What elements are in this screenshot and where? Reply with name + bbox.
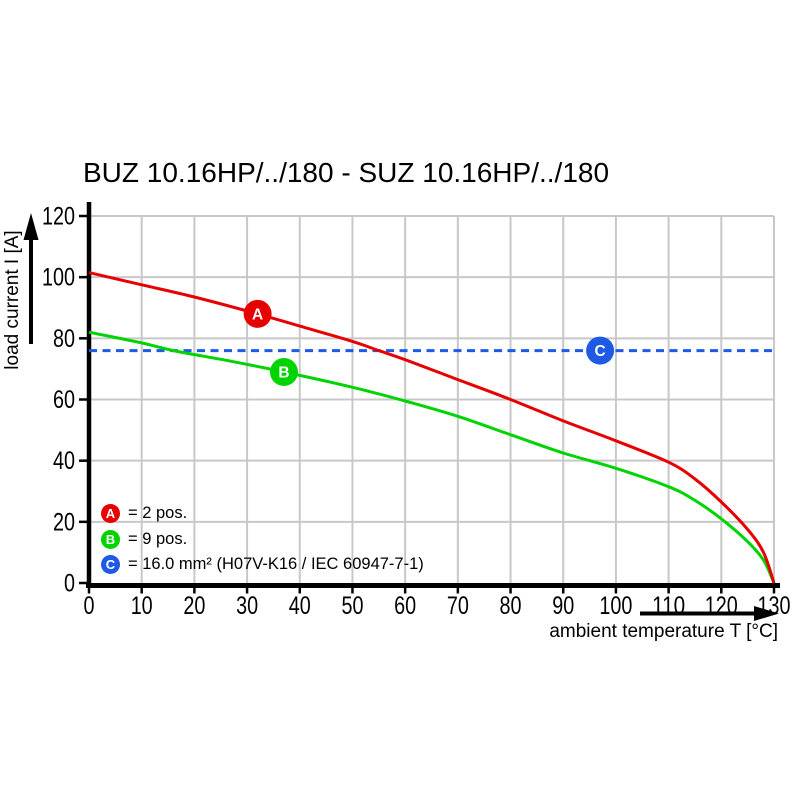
legend-item-b: B = 9 pos. <box>101 529 187 549</box>
chart-title: BUZ 10.16HP/../180 - SUZ 10.16HP/../180 <box>83 157 610 188</box>
y-tick-label: 120 <box>42 203 75 231</box>
curve-marker-letter-c: C <box>595 343 606 360</box>
x-axis-arrow-icon <box>754 606 779 621</box>
series-curve-b <box>88 330 776 584</box>
x-tick-label: 60 <box>394 592 416 620</box>
x-tick-label: 70 <box>447 592 469 620</box>
series-curve-a <box>88 271 776 584</box>
y-tick-label: 100 <box>42 264 75 292</box>
y-tick-label: 60 <box>53 386 75 414</box>
x-tick-label: 40 <box>289 592 311 620</box>
legend-marker-c-icon: C <box>101 554 120 574</box>
y-tick-label: 20 <box>53 508 75 536</box>
legend-item-c: C = 16.0 mm² (H07V-K16 / IEC 60947-7-1) <box>101 554 424 574</box>
curve-marker-letter-b: B <box>278 364 289 381</box>
y-axis-arrow-icon <box>23 213 39 240</box>
x-tick-label: 90 <box>552 592 574 620</box>
curve-marker-a <box>243 299 272 328</box>
legend-label-c: = 16.0 mm² (H07V-K16 / IEC 60947-7-1) <box>128 554 424 573</box>
x-tick-label: 120 <box>705 592 738 620</box>
x-tick-label: 50 <box>341 592 363 620</box>
curve-marker-b <box>269 357 298 386</box>
x-tick-label: 0 <box>84 592 95 620</box>
curve-marker-c <box>586 336 615 365</box>
legend-marker-a-icon: A <box>101 503 120 523</box>
x-tick-label: 100 <box>599 592 632 620</box>
x-tick-label: 20 <box>183 592 205 620</box>
curve-marker-letter-a: A <box>252 306 263 323</box>
legend-marker-b-icon: B <box>101 529 120 549</box>
x-tick-label: 10 <box>131 592 153 620</box>
x-axis-label: ambient temperature T [°C] <box>549 621 778 642</box>
x-tick-label: 30 <box>236 592 258 620</box>
legend-item-a: A = 2 pos. <box>101 503 187 523</box>
x-tick-label: 110 <box>652 592 685 620</box>
legend-label-a: = 2 pos. <box>128 503 188 522</box>
y-tick-label: 40 <box>53 447 75 475</box>
y-tick-label: 80 <box>53 325 75 353</box>
legend-label-b: = 9 pos. <box>128 529 188 548</box>
x-tick-label: 80 <box>500 592 522 620</box>
y-tick-label: 0 <box>64 570 75 598</box>
